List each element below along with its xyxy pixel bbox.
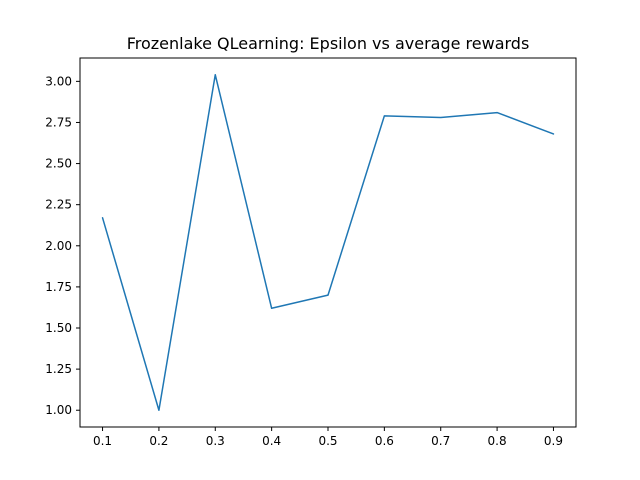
x-tick-label: 0.9	[544, 434, 563, 448]
y-tick-label: 2.25	[45, 198, 72, 212]
x-tick-label: 0.7	[431, 434, 450, 448]
x-axis: 0.1 0.2 0.3 0.4 0.5 0.6 0.7 0.8 0.9	[93, 427, 563, 448]
series-line	[101, 74, 555, 411]
y-tick-label: 1.75	[45, 280, 72, 294]
x-tick-label: 0.3	[206, 434, 225, 448]
x-tick-label: 0.6	[375, 434, 394, 448]
y-tick-label: 1.00	[45, 403, 72, 417]
y-tick-label: 2.00	[45, 239, 72, 253]
x-tick-label: 0.1	[93, 434, 112, 448]
y-tick-label: 2.50	[45, 157, 72, 171]
x-tick-label: 0.4	[262, 434, 281, 448]
y-tick-label: 2.75	[45, 115, 72, 129]
y-tick-label: 1.25	[45, 362, 72, 376]
y-tick-label: 3.00	[45, 74, 72, 88]
x-tick-label: 0.8	[488, 434, 507, 448]
x-tick-label: 0.2	[149, 434, 168, 448]
chart-title: Frozenlake QLearning: Epsilon vs average…	[127, 34, 530, 53]
plot-frame	[79, 57, 577, 428]
y-axis: 1.00 1.25 1.50 1.75 2.00 2.25 2.50 2.75 3.00	[45, 74, 80, 417]
plot-area: 0.1 0.2 0.3 0.4 0.5 0.6 0.7 0.8 0.9 1.00 1.25 1.50…	[45, 57, 577, 448]
x-tick-label: 0.5	[318, 434, 337, 448]
y-tick-label: 1.50	[45, 321, 72, 335]
plot-background	[80, 58, 576, 427]
